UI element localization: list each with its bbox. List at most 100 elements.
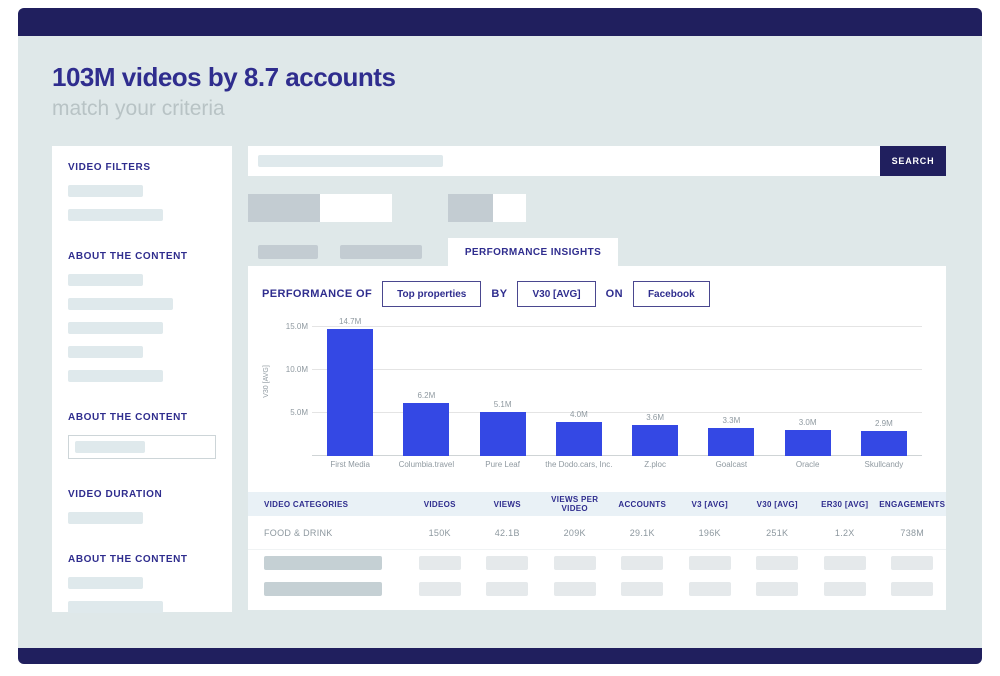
metric-select[interactable]: V30 [AVG] [517,281,596,307]
table-header-cell[interactable]: VIEWS PER VIDEO [551,495,599,513]
cell-placeholder [688,556,731,570]
y-axis-title: V30 [AVG] [262,365,270,398]
cell-placeholder [891,556,934,570]
bar-value-label: 3.3M [722,415,741,425]
search-button[interactable]: SEARCH [880,146,946,176]
chart-gridline [312,325,922,327]
filter-chips-row [248,194,946,222]
filter-placeholder [68,185,143,197]
bar[interactable] [479,412,526,456]
bar[interactable] [632,424,679,456]
cell-placeholder [756,556,799,570]
sidebar-heading-about-content-3: ABOUT THE CONTENT [68,554,188,565]
cell-placeholder [756,582,799,596]
bottom-bar [18,648,982,664]
cell-placeholder [418,556,461,570]
bar-value-label: 6.2M [417,390,436,400]
filter-placeholder [68,577,143,589]
filter-placeholder [68,370,163,382]
table-header-cell[interactable]: ENGAGEMENTS [879,499,946,509]
table-header-cell[interactable]: V30 [AVG] [756,499,798,509]
bar[interactable] [403,402,450,456]
chart-plot: 14.7M First Media 6.2M Columbia.travel 5.1M P… [312,317,922,486]
filter-placeholder [68,512,143,524]
table-header-cell[interactable]: VIDEO CATEGORIES [264,499,349,509]
table-header-cell[interactable]: ACCOUNTS [618,499,667,509]
filters-sidebar: VIDEO FILTERS ABOUT THE CONTENT ABOUT TH… [52,146,232,613]
table-cell: 29.1K [629,527,655,538]
cell-placeholder [823,556,866,570]
bar-group: 6.2M Columbia.travel [388,318,464,486]
table-placeholder-row [248,550,946,576]
chip-segment[interactable] [493,194,526,222]
main-column: SEARCH PERFORMANCE INSIGHTS P [248,146,946,612]
filter-placeholder [68,601,163,613]
table-header-cell[interactable]: VIEWS [493,499,521,509]
x-axis-label: Oracle [795,460,820,469]
bar-value-label: 3.0M [798,418,817,428]
bar[interactable] [784,430,831,456]
cell-placeholder [621,582,664,596]
on-label: ON [605,288,623,300]
by-label: BY [491,288,508,300]
chip-segment[interactable] [448,194,493,222]
bar-group: 14.7M First Media [312,317,388,486]
tab-performance-insights[interactable]: PERFORMANCE INSIGHTS [448,238,618,266]
performance-of-label: PERFORMANCE OF [262,288,373,300]
cell-placeholder [264,556,382,570]
y-axis-tick: 5.0M [290,407,308,417]
cell-placeholder [688,582,731,596]
chart-gridline [312,368,922,370]
cell-placeholder [621,556,664,570]
cell-placeholder [553,582,596,596]
table-header-cell[interactable]: VIDEOS [423,499,456,509]
bar-chart: V30 [AVG] 5.0M 10.0M 15.0M 14.7M First Medi… [262,317,922,486]
property-select[interactable]: Top properties [382,281,482,307]
table-placeholder-row [248,576,946,602]
page-subtitle: match your criteria [52,97,225,120]
table-cell: 209K [563,527,586,538]
cell-placeholder [418,582,461,596]
chart-gridline [312,411,922,413]
bar[interactable] [327,329,374,456]
bar-group: 2.9M Skullcandy [846,318,922,486]
bar[interactable] [708,427,755,456]
bar-value-label: 5.1M [493,400,512,410]
search-bar[interactable]: SEARCH [248,146,946,176]
table-header-row: VIDEO CATEGORIES VIDEOS VIEWS VIEWS PER VID… [248,492,946,516]
filter-placeholder [68,298,173,310]
cell-placeholder [553,556,596,570]
top-navigation-bar [18,8,982,36]
cell-placeholder [823,582,866,596]
cell-placeholder [486,582,529,596]
table-header-cell[interactable]: ER30 [AVG] [821,499,869,509]
performance-insights-panel: PERFORMANCE OF Top properties BY V30 [AV… [248,266,946,610]
bar-group: 3.0M Oracle [770,318,846,486]
filter-toggle-chip[interactable] [248,194,392,222]
chip-segment[interactable] [320,194,392,222]
sidebar-heading-video-duration: VIDEO DURATION [68,489,163,500]
filter-placeholder [68,274,143,286]
categories-table: VIDEO CATEGORIES VIDEOS VIEWS VIEWS PER VID… [248,492,946,602]
filter-toggle-chip[interactable] [448,194,526,222]
x-axis-label: Z.ploc [644,460,667,469]
tab-placeholder[interactable] [340,245,422,259]
cell-placeholder [264,582,382,596]
cell-placeholder [486,556,529,570]
x-axis-label: Goalcast [715,460,748,469]
chip-segment[interactable] [248,194,320,222]
table-cell: 196K [698,527,721,538]
table-header-cell[interactable]: V3 [AVG] [691,499,728,509]
platform-select[interactable]: Facebook [632,281,710,307]
bar[interactable] [555,421,602,456]
tab-placeholder[interactable] [258,245,318,259]
filter-text-input[interactable] [68,435,216,459]
cell-placeholder [891,582,934,596]
bar-group: 4.0M the Dodo.cars, Inc. [541,318,617,486]
bar[interactable] [860,431,907,456]
bar-group: 3.3M Goalcast [693,318,769,486]
bar-value-label: 2.9M [874,419,893,428]
sidebar-heading-about-content-1: ABOUT THE CONTENT [68,251,188,262]
table-placeholder-rows [248,550,946,602]
sidebar-heading-about-content-2: ABOUT THE CONTENT [68,412,188,423]
